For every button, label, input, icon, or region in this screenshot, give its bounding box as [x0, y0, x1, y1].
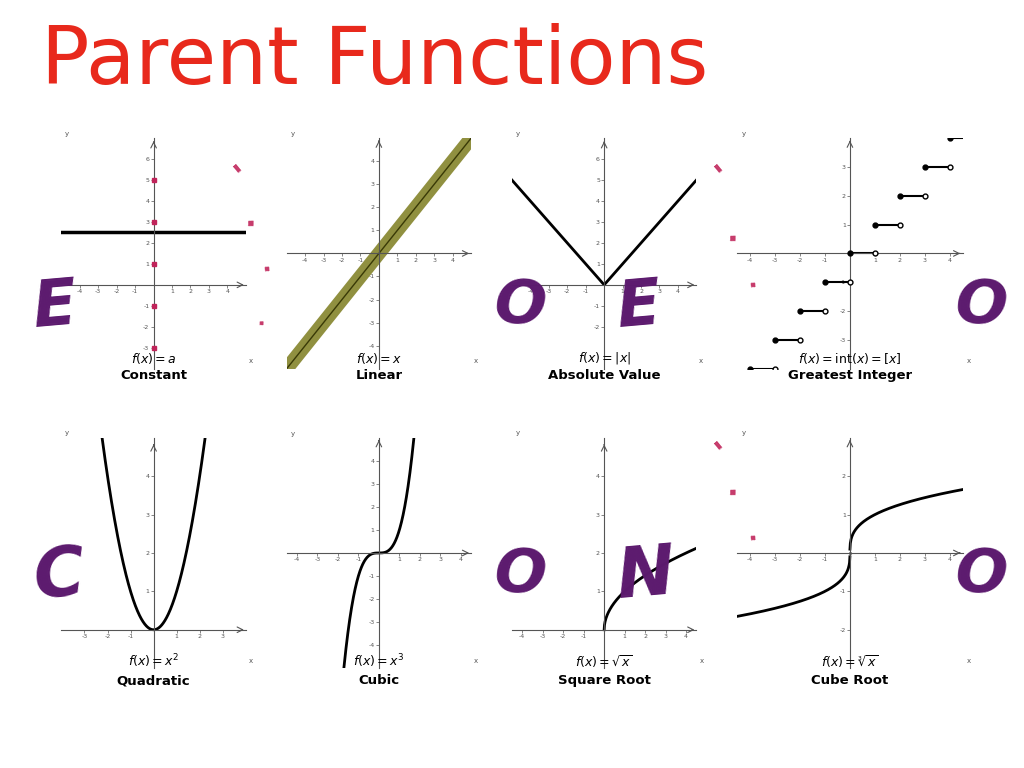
Text: x: x: [967, 358, 971, 364]
Text: $f(x) = \sqrt[3]{x}$: $f(x) = \sqrt[3]{x}$: [821, 654, 879, 670]
Text: N: N: [614, 540, 678, 612]
Text: y: y: [291, 431, 295, 436]
Text: x: x: [967, 657, 971, 664]
Text: E: E: [614, 274, 664, 340]
Text: y: y: [741, 430, 745, 436]
Text: y: y: [741, 131, 745, 137]
Text: Cube Root: Cube Root: [811, 674, 889, 687]
Text: y: y: [516, 430, 520, 436]
Text: Constant: Constant: [120, 369, 187, 382]
Text: y: y: [516, 131, 520, 137]
Text: x: x: [474, 358, 478, 364]
Text: O: O: [492, 545, 549, 607]
Text: ▬: ▬: [710, 439, 724, 452]
Text: E: E: [31, 274, 80, 340]
Text: y: y: [291, 131, 295, 137]
Text: x: x: [699, 657, 703, 664]
Text: Greatest Integer: Greatest Integer: [787, 369, 912, 382]
Text: x: x: [249, 358, 253, 364]
Text: O: O: [952, 545, 1010, 607]
Text: ◆: ◆: [261, 263, 271, 274]
Text: x: x: [699, 358, 703, 364]
Text: ◆: ◆: [245, 217, 257, 229]
Text: Square Root: Square Root: [558, 674, 650, 687]
Text: ▬: ▬: [228, 162, 243, 176]
Text: $f(x) = x^3$: $f(x) = x^3$: [353, 653, 404, 670]
Text: $f(x) = \mathrm{int}(x) = [x]$: $f(x) = \mathrm{int}(x) = [x]$: [798, 350, 902, 366]
Text: ▬: ▬: [710, 162, 724, 176]
Text: $f(x) = a$: $f(x) = a$: [131, 350, 176, 366]
Text: ◆: ◆: [257, 319, 265, 326]
Text: y: y: [66, 131, 70, 137]
Text: Parent Functions: Parent Functions: [41, 23, 709, 101]
Text: Quadratic: Quadratic: [117, 674, 190, 687]
Text: ◆: ◆: [748, 279, 758, 290]
Text: $f(x) = x^2$: $f(x) = x^2$: [128, 653, 179, 670]
Text: ◆: ◆: [726, 485, 738, 498]
Text: Linear: Linear: [355, 369, 402, 382]
Text: Cubic: Cubic: [358, 674, 399, 687]
Text: O: O: [952, 276, 1010, 339]
Text: ◆: ◆: [748, 532, 758, 543]
Text: Absolute Value: Absolute Value: [548, 369, 660, 382]
Text: C: C: [31, 541, 87, 611]
Text: ◆: ◆: [726, 232, 738, 244]
Text: O: O: [492, 276, 549, 339]
Text: $f(x) = \sqrt{x}$: $f(x) = \sqrt{x}$: [575, 654, 633, 670]
Text: y: y: [66, 430, 70, 436]
Text: $f(x) = |x|$: $f(x) = |x|$: [578, 349, 631, 366]
Text: x: x: [474, 657, 478, 664]
Text: x: x: [249, 657, 253, 664]
Text: $f(x) = x$: $f(x) = x$: [355, 350, 402, 366]
